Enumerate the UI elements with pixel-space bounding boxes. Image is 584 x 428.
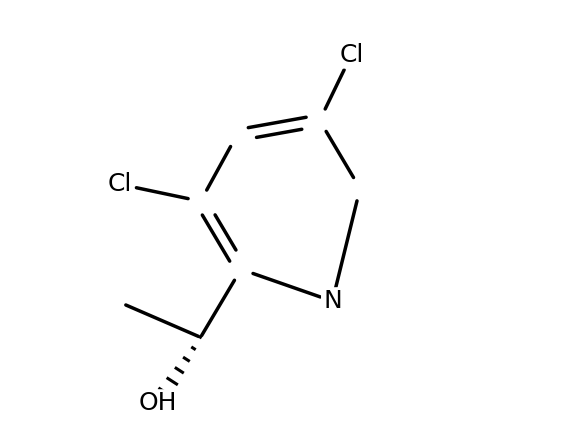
Text: Cl: Cl [107, 172, 132, 196]
Text: OH: OH [139, 391, 178, 415]
Text: Cl: Cl [339, 42, 364, 66]
Text: N: N [323, 289, 342, 313]
